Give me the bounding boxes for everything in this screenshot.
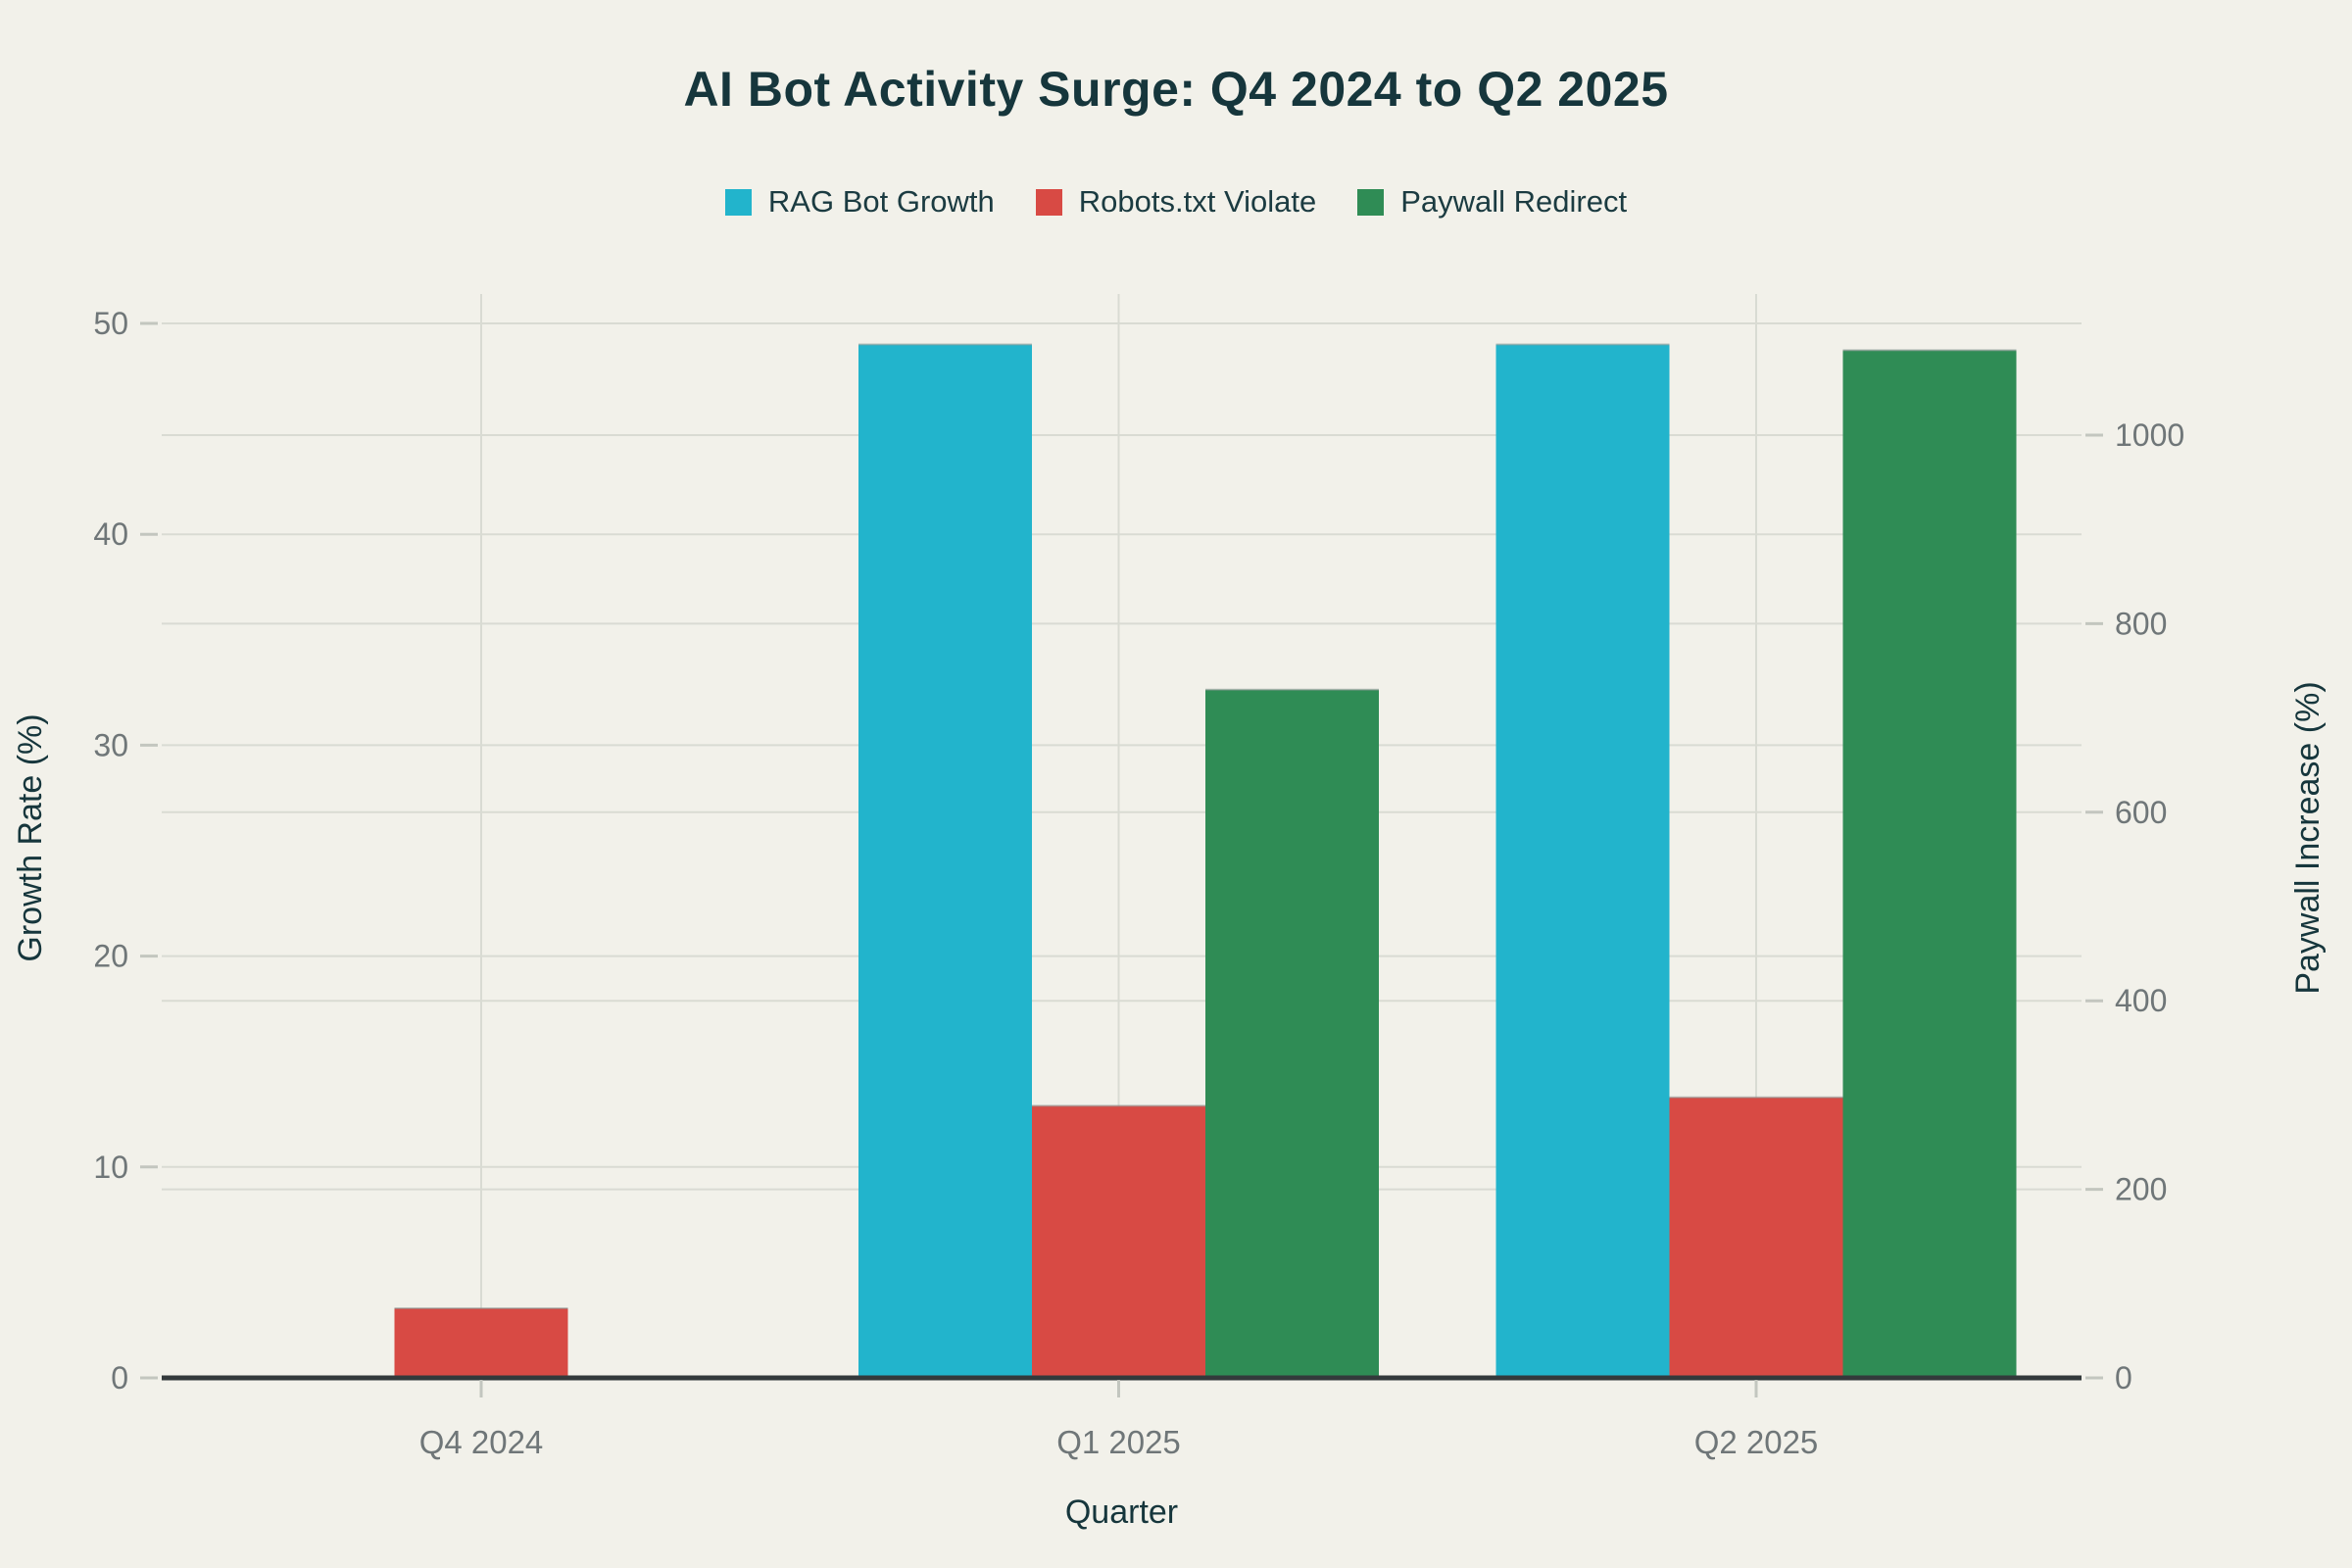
right-tick-label: 0 [2115, 1360, 2132, 1396]
right-tick-label: 1000 [2115, 417, 2184, 453]
left-tick-label: 30 [93, 727, 128, 762]
legend-swatch-icon [724, 188, 752, 216]
chart-title: AI Bot Activity Surge: Q4 2024 to Q2 202… [683, 62, 1669, 117]
legend-swatch-icon [1357, 188, 1385, 216]
right-tick-label: 200 [2115, 1172, 2167, 1207]
legend-swatch-icon [1035, 188, 1062, 216]
bar [1842, 350, 2017, 1378]
x-axis-title: Quarter [1065, 1494, 1178, 1531]
left-tick-label: 40 [93, 516, 128, 552]
right-tick-label: 600 [2115, 795, 2167, 830]
legend-item[interactable]: Paywall Redirect [1357, 184, 1627, 220]
legend-item-label: Robots.txt Violate [1078, 184, 1317, 219]
x-tick-label: Q1 2025 [1056, 1424, 1181, 1460]
right-axis-title: Paywall Increase (%) [2289, 681, 2327, 994]
legend: RAG Bot Growth Robots.txt Violate Paywal… [0, 184, 2352, 220]
bar [1205, 689, 1379, 1378]
bar [1032, 1105, 1205, 1378]
left-tick-label: 20 [93, 939, 128, 974]
bar [1669, 1097, 1843, 1378]
legend-item[interactable]: Robots.txt Violate [1035, 184, 1317, 220]
x-tick-label: Q4 2024 [419, 1424, 544, 1460]
legend-item[interactable]: RAG Bot Growth [724, 184, 995, 220]
legend-item-label: RAG Bot Growth [767, 184, 995, 219]
right-tick-label: 800 [2115, 606, 2167, 641]
left-tick-label: 50 [93, 306, 128, 341]
bar [858, 344, 1032, 1378]
left-tick-label: 0 [111, 1360, 128, 1396]
bar [1495, 344, 1670, 1378]
right-tick-label: 400 [2115, 983, 2167, 1018]
left-tick-label: 10 [93, 1150, 128, 1185]
legend-item-label: Paywall Redirect [1400, 184, 1628, 219]
left-axis-title: Growth Rate (%) [12, 713, 49, 961]
bar [394, 1307, 568, 1378]
x-tick-label: Q2 2025 [1694, 1424, 1819, 1460]
